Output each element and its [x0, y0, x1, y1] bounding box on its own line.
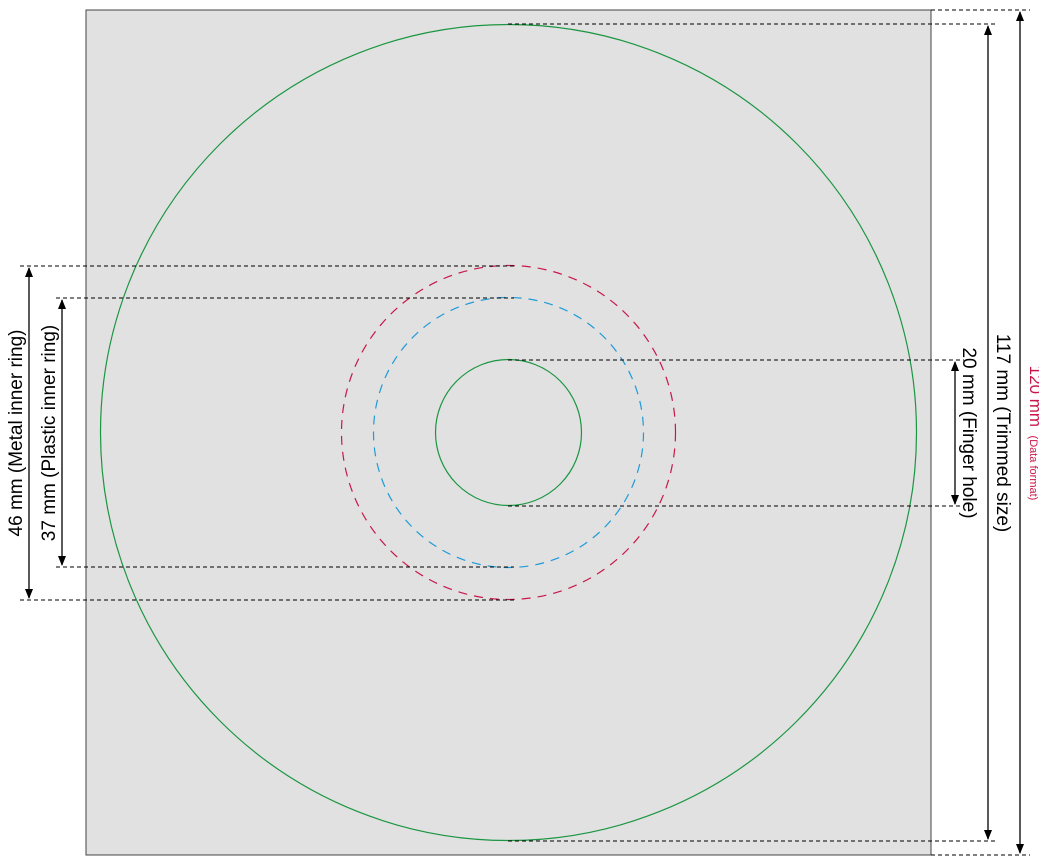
data-format-label: 120 mm (Data format)	[1026, 366, 1039, 501]
plastic-inner-ring-circle	[372, 296, 645, 569]
data-format-square	[85, 9, 932, 856]
plastic-inner-ring-label: 37 mm (Plastic inner ring)	[39, 325, 60, 541]
finger-hole-label: 20 mm (Finger hole)	[958, 347, 979, 518]
data-format-value: 120 mm	[1026, 366, 1039, 427]
trimmed-size-label: 117 mm (Trimmed size)	[992, 334, 1013, 532]
guide-lines	[20, 9, 1030, 856]
metal-inner-ring-label: 46 mm (Metal inner ring)	[6, 330, 27, 537]
data-format-note: (Data format)	[1027, 436, 1039, 501]
dimension-arrows	[25, 10, 1024, 854]
metal-inner-ring-circle	[340, 264, 677, 601]
